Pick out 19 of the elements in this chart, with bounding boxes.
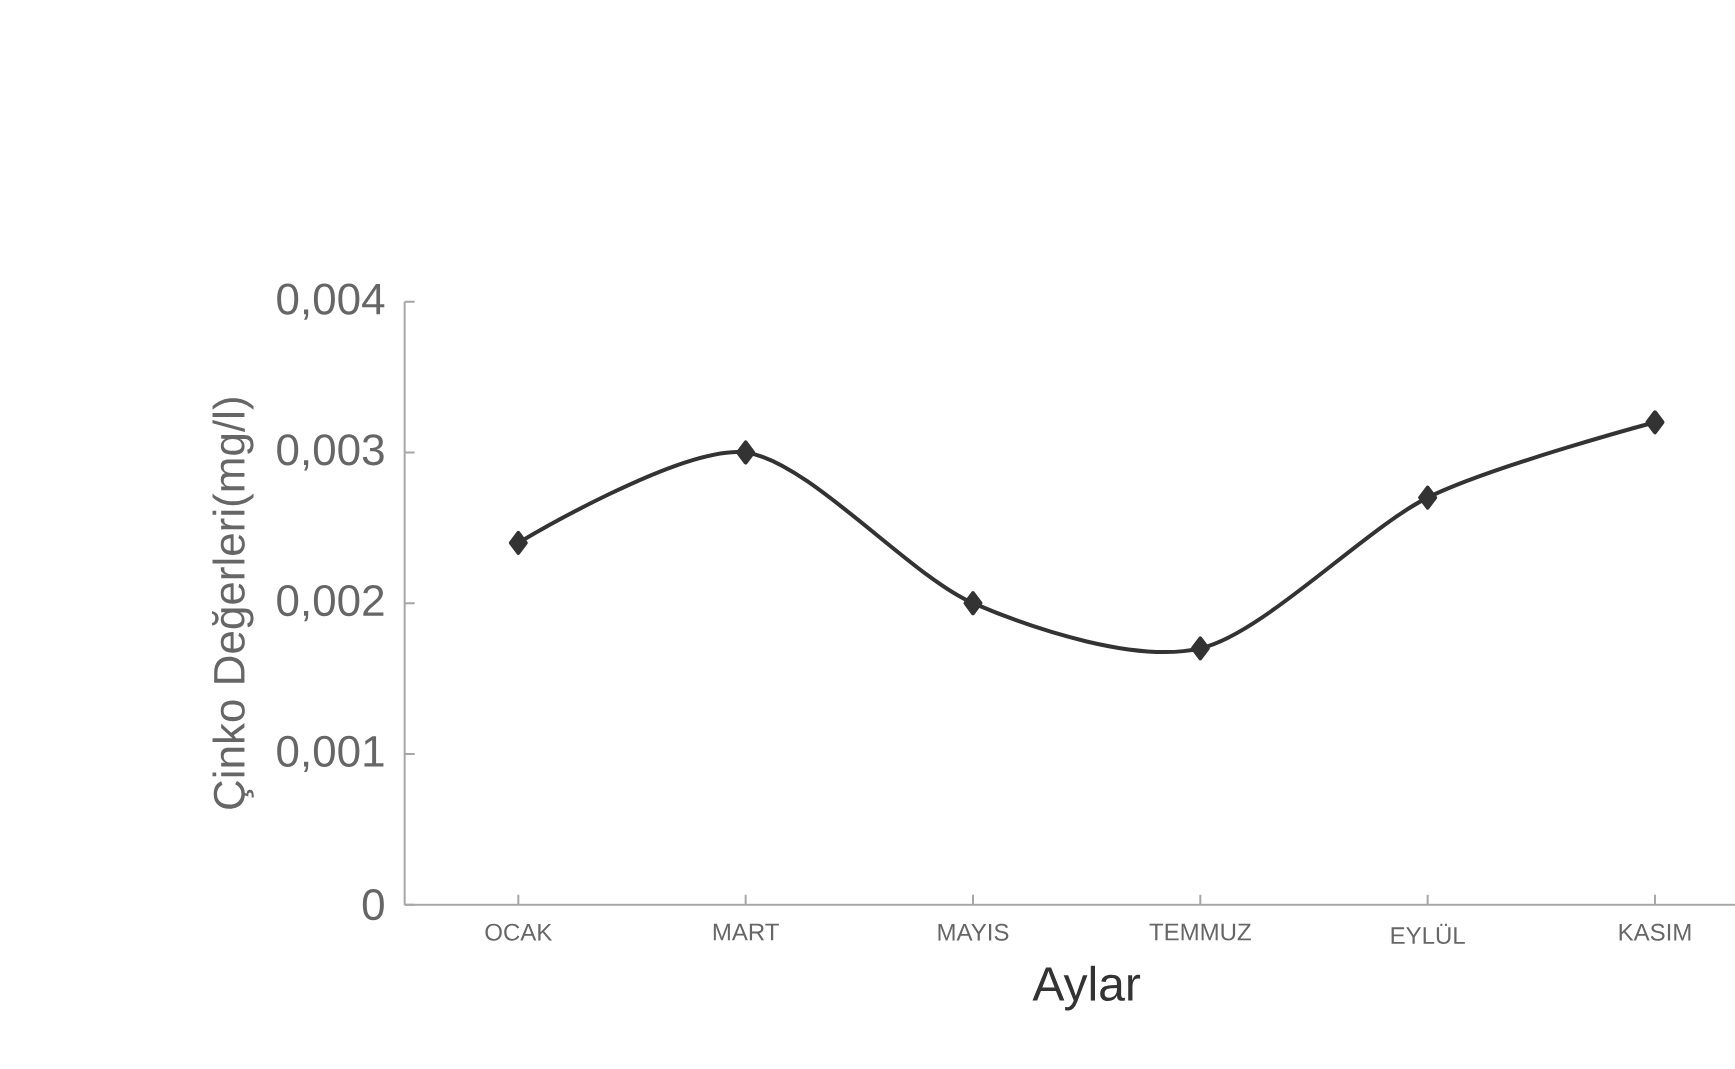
y-tick-label: 0,003 — [277, 434, 384, 471]
y-axis-title: Çinko Değerleri(mg/l) — [211, 398, 254, 809]
x-tick-label: OCAK — [485, 923, 553, 941]
x-tick-label: TEMMUZ — [1149, 923, 1251, 941]
point — [1190, 636, 1210, 661]
point — [736, 440, 756, 465]
y-tick-label: 0,004 — [277, 283, 385, 320]
x-tick-label: MART — [713, 923, 779, 941]
point — [508, 530, 528, 555]
y-tick-label: 0 — [362, 889, 384, 921]
point — [1645, 410, 1665, 435]
y-tick-label: 0,001 — [277, 735, 384, 773]
x-tick-label: MAYIS — [938, 923, 1009, 941]
y-tick-label: 0,002 — [277, 584, 384, 622]
x-tick-label: KASIM — [1619, 923, 1691, 941]
point — [963, 591, 983, 616]
x-tick-label: EYLÜL — [1391, 923, 1465, 945]
x-axis-title: Aylar — [1032, 965, 1141, 1011]
point — [1418, 485, 1438, 510]
